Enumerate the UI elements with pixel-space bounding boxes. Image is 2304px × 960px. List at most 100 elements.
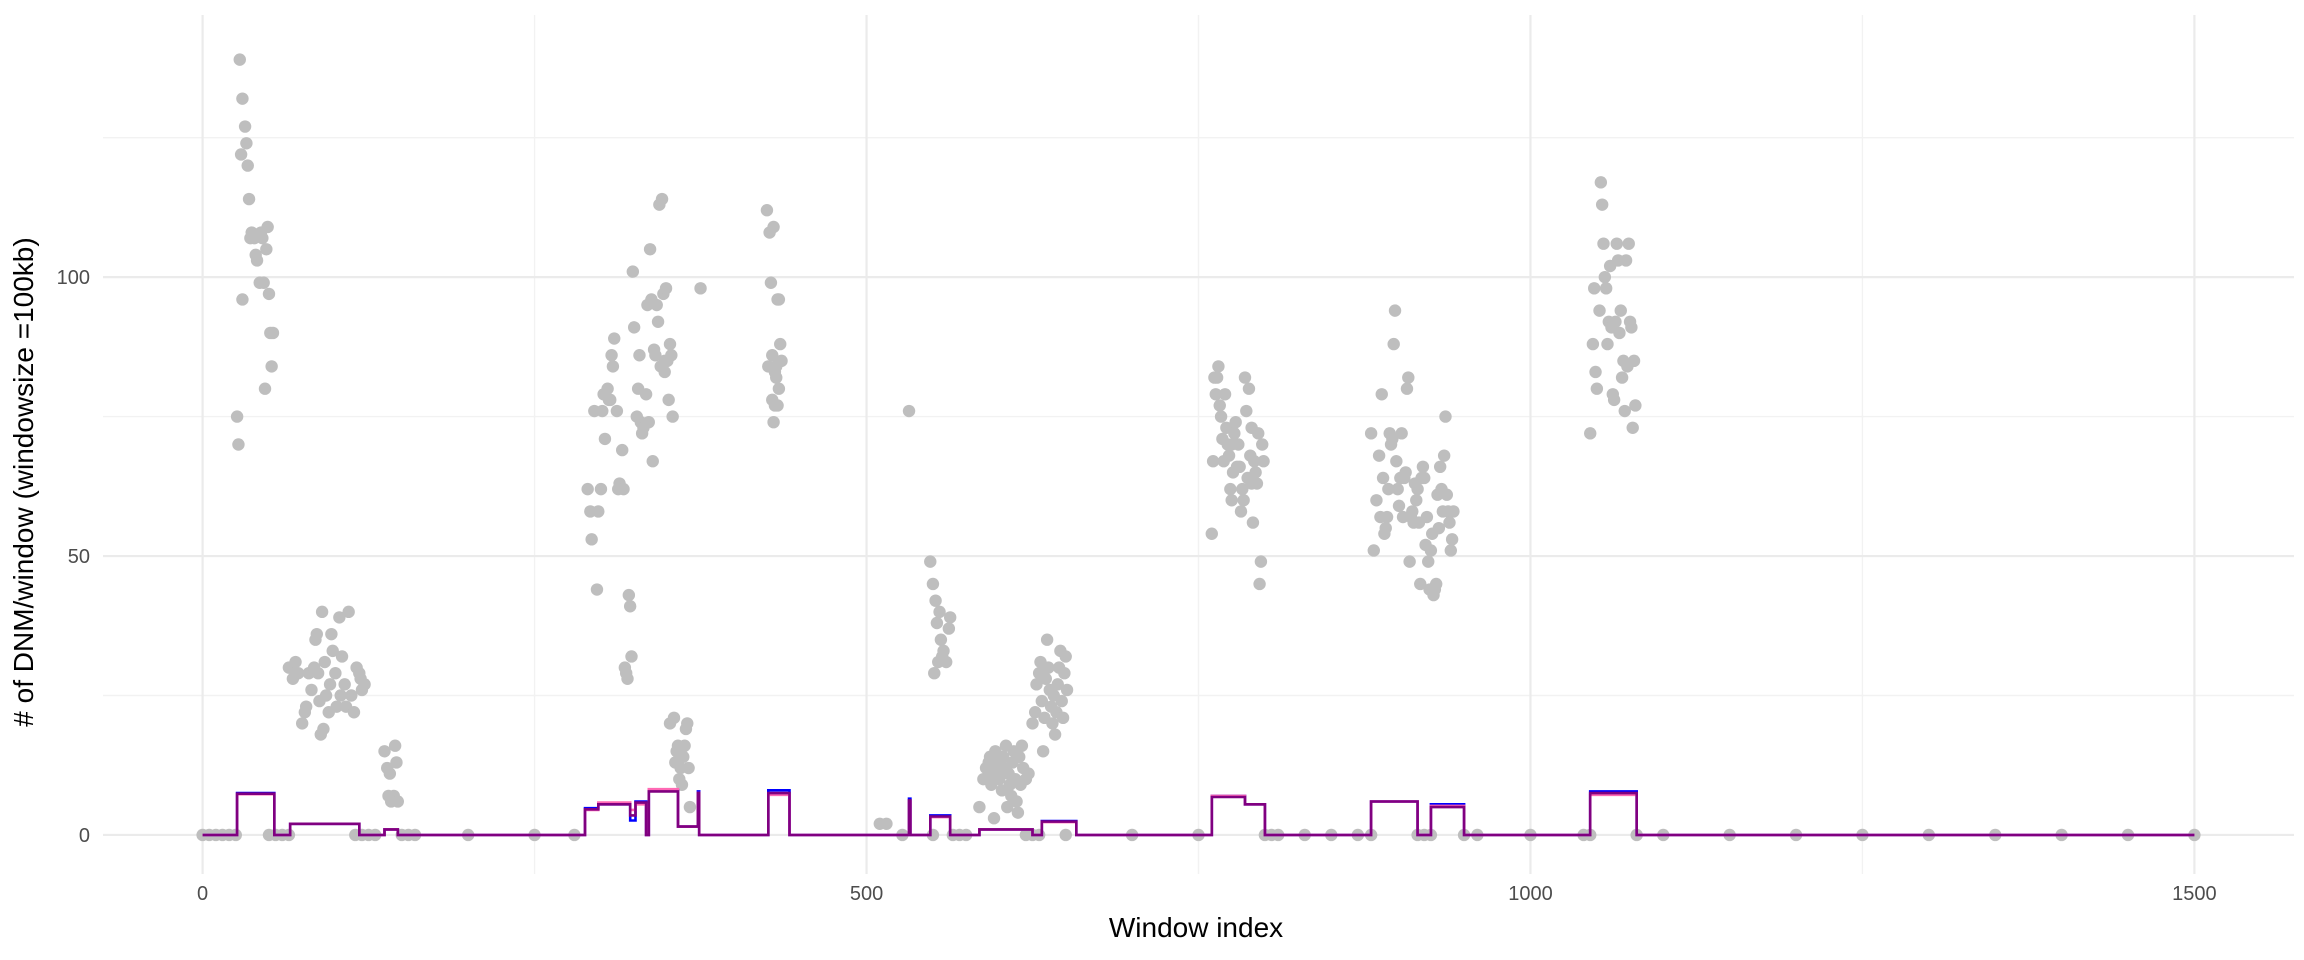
data-point [1593, 304, 1606, 317]
data-point [929, 594, 942, 607]
data-point [1420, 510, 1434, 524]
data-point [236, 293, 249, 306]
data-point [299, 700, 313, 713]
data-point [238, 120, 252, 133]
data-point [1422, 555, 1435, 568]
data-point [1440, 488, 1454, 501]
data-point [1209, 388, 1222, 401]
data-point [1382, 482, 1395, 496]
data-point [1433, 460, 1447, 474]
data-point [1005, 789, 1018, 803]
data-point [232, 438, 245, 451]
data-point [326, 644, 339, 658]
data-point [317, 722, 330, 736]
y-axis-title: # of DNM/window (windowsize =100kb) [8, 237, 39, 726]
data-point [1598, 270, 1612, 284]
data-point [240, 137, 253, 150]
x-tick-label: 1000 [1508, 883, 1553, 905]
data-point [358, 678, 371, 691]
data-point [1614, 304, 1627, 317]
data-point [1372, 449, 1386, 462]
data-point [1206, 455, 1220, 468]
data-point [626, 265, 640, 278]
data-point [260, 243, 273, 256]
data-point [933, 605, 946, 619]
data-point [1028, 706, 1042, 719]
data-point [230, 410, 244, 423]
data-point [605, 349, 618, 362]
data-point [1439, 410, 1452, 423]
data-point [585, 533, 598, 546]
data-point [315, 605, 329, 619]
data-point [1030, 678, 1043, 691]
data-point [347, 706, 361, 719]
data-point [658, 365, 671, 379]
data-point [1213, 399, 1226, 412]
data-point [378, 745, 391, 758]
data-point [928, 666, 941, 680]
data-point [1218, 388, 1232, 401]
y-tick-label: 0 [79, 825, 90, 847]
data-point [987, 812, 1001, 825]
data-point [1039, 672, 1052, 685]
data-point [1222, 449, 1236, 462]
data-point [266, 326, 280, 340]
y-axis-ticks: 0 50 100 [57, 267, 90, 847]
data-point [318, 655, 331, 669]
data-point [1059, 828, 1072, 842]
data-point [1590, 382, 1604, 395]
data-point [1447, 505, 1460, 518]
data-point [1001, 800, 1014, 814]
data-point [760, 204, 774, 217]
data-point [1014, 778, 1027, 791]
data-point [1026, 717, 1039, 730]
data-point [258, 382, 272, 395]
data-point [770, 371, 783, 384]
data-point [650, 298, 663, 312]
data-point [345, 689, 358, 702]
data-point [767, 220, 780, 234]
data-point [602, 393, 616, 407]
data-point [1022, 767, 1035, 780]
data-point [1060, 683, 1074, 697]
x-tick-label: 1500 [2172, 883, 2217, 905]
data-point [1395, 427, 1408, 440]
data-point [592, 505, 605, 518]
data-point [1597, 237, 1610, 250]
data-point [1242, 382, 1256, 395]
data-point [391, 795, 404, 808]
data-point [383, 767, 397, 780]
data-point [262, 287, 276, 301]
data-point [257, 276, 270, 289]
data-point [606, 360, 620, 373]
data-point [1607, 393, 1621, 407]
x-tick-label: 500 [850, 883, 883, 905]
data-point [1036, 745, 1050, 758]
data-point [250, 254, 264, 267]
data-point [681, 717, 694, 730]
data-point [1437, 449, 1451, 462]
data-point [1234, 505, 1248, 518]
data-point [678, 739, 691, 752]
data-point [334, 689, 347, 702]
data-point [1388, 304, 1402, 317]
x-axis-ticks: 0 500 1000 1500 [197, 883, 2217, 905]
data-point [291, 666, 305, 680]
data-point [1445, 533, 1459, 546]
data-point [1601, 337, 1614, 351]
data-point [1212, 360, 1225, 373]
data-point [902, 404, 916, 418]
data-point [770, 360, 783, 373]
data-point [1390, 455, 1403, 468]
data-point [390, 756, 403, 769]
data-point [1210, 371, 1224, 384]
data-point [682, 761, 695, 775]
data-point [1011, 806, 1025, 819]
data-point [1046, 717, 1059, 730]
data-point [234, 148, 248, 161]
data-point [1376, 471, 1390, 485]
data-point [305, 683, 318, 697]
data-point [1229, 415, 1242, 429]
data-point [772, 382, 786, 395]
data-point [594, 482, 608, 496]
